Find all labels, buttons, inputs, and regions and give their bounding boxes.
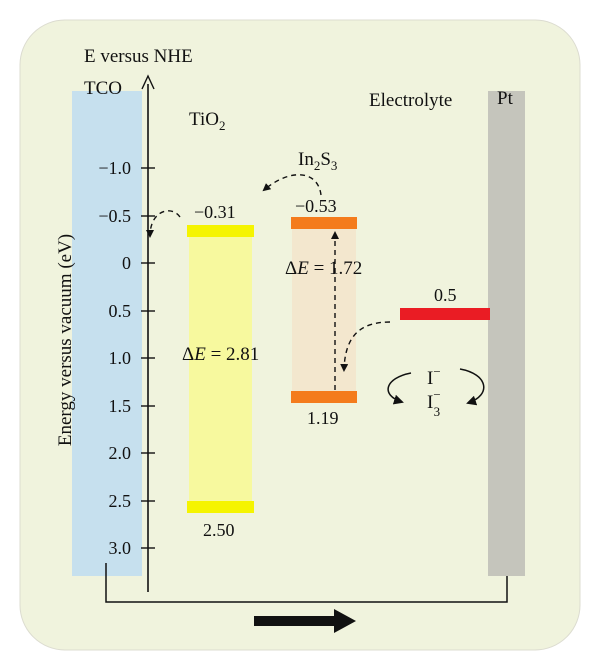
axis-ticks (141, 167, 155, 549)
tco-electrode (72, 91, 142, 576)
electrolyte-label: Electrolyte (369, 90, 452, 111)
axis-arrowhead (141, 74, 155, 90)
redox-cycle-left-arrow (387, 372, 412, 405)
redox-value: 0.5 (434, 285, 457, 305)
tick-label: 0.5 (109, 301, 132, 321)
tio2-band-gap (189, 236, 252, 504)
in2s3-cb-value: −0.53 (295, 196, 337, 216)
in2s3-conduction-band (291, 217, 357, 229)
redox-level (400, 308, 490, 320)
axis-title: E versus NHE (84, 46, 193, 67)
tick-label: 0 (122, 253, 131, 273)
tio2-gap-label: ΔE = 2.81 (182, 344, 259, 365)
in2s3-band-gap (292, 227, 356, 393)
tick-label: −0.5 (98, 206, 131, 226)
redox-cycle-right-arrow (459, 368, 485, 406)
external-circuit-wire (105, 563, 508, 603)
redox-regeneration-arrow (340, 321, 391, 372)
pt-electrode (488, 91, 525, 576)
tco-label: TCO (84, 78, 122, 99)
tio2-conduction-band (187, 225, 254, 237)
in2s3-vb-value: 1.19 (307, 408, 339, 428)
iodide-label: I− (427, 364, 441, 389)
tio2-valence-band (187, 501, 254, 513)
tick-label: 2.0 (109, 443, 132, 463)
in2s3-label: In2S3 (298, 149, 337, 173)
electron-injection-tio2-to-tco-arrow (146, 210, 181, 238)
pt-label: Pt (497, 88, 514, 109)
tio2-label: TiO2 (189, 109, 225, 133)
tick-label: 2.5 (109, 491, 132, 511)
electron-transfer-in2s3-to-tio2-arrow (262, 174, 322, 196)
tick-label: 1.5 (109, 396, 132, 416)
tio2-cb-value: −0.31 (194, 202, 236, 222)
current-direction-arrow (254, 609, 356, 633)
triiodide-label: I− 3 (427, 387, 441, 419)
y-axis-label: Energy versus vacuum (eV) (55, 234, 76, 446)
tick-label: 3.0 (109, 538, 132, 558)
in2s3-valence-band (291, 391, 357, 403)
in2s3-gap-label: ΔE = 1.72 (285, 258, 362, 279)
tick-label: −1.0 (98, 158, 131, 178)
tick-label: 1.0 (109, 348, 132, 368)
tio2-vb-value: 2.50 (203, 520, 235, 540)
